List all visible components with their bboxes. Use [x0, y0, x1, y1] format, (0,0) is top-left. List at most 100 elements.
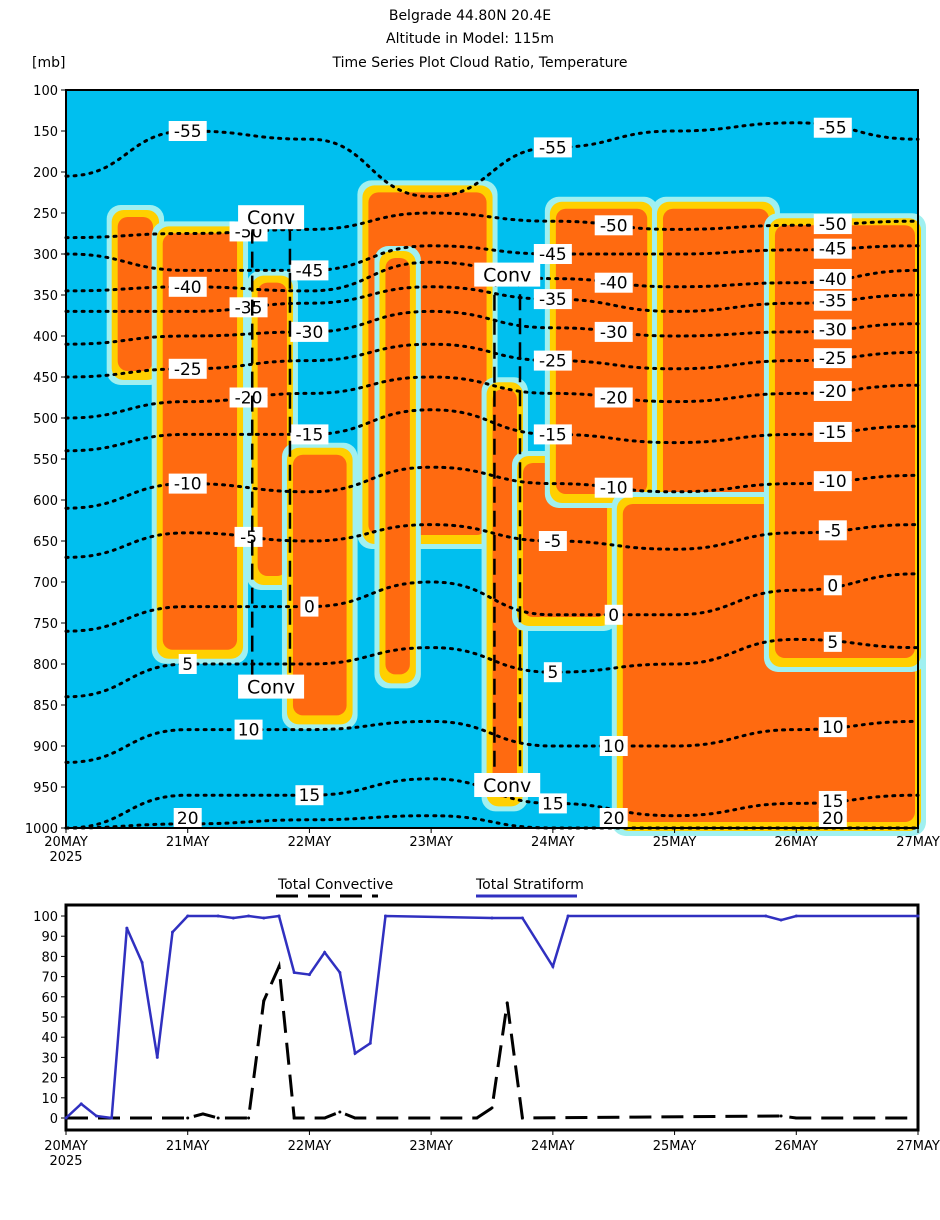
isotherm-label-bg — [168, 121, 207, 141]
cloud-core — [385, 258, 410, 675]
cloud-core — [292, 454, 347, 716]
isotherm-label: 15 — [822, 792, 844, 812]
x-tick-label: 21MAY — [166, 835, 210, 850]
isotherm-label-bg — [813, 238, 852, 259]
y-tick-label: 250 — [33, 207, 58, 222]
isotherm--45 — [64, 244, 920, 272]
y-tick-label: 40 — [41, 1031, 58, 1046]
isotherm-label: 10 — [603, 737, 625, 757]
y-tick-label: 80 — [41, 950, 58, 965]
isotherm-label: -50 — [600, 216, 628, 236]
isotherm-label: 0 — [304, 598, 315, 618]
isotherm-label: -55 — [174, 122, 202, 142]
x-tick-label: 21MAY — [166, 1139, 210, 1154]
data-point — [368, 1041, 372, 1045]
isotherm-label-bg — [813, 380, 852, 401]
y-tick-label: 100 — [33, 910, 58, 925]
isotherm-label-bg — [594, 272, 633, 293]
isotherm-label-bg — [533, 350, 572, 371]
y-tick-label: 100 — [33, 84, 58, 99]
x-tick-label: 20MAY — [44, 835, 88, 850]
y-tick-label: 50 — [41, 1011, 58, 1026]
isotherm-label: -55 — [539, 138, 567, 158]
data-point — [323, 950, 327, 954]
isotherm-label-bg — [543, 662, 562, 683]
data-point — [916, 1116, 920, 1120]
isotherm-label-bg — [290, 260, 329, 281]
isotherm-label-bg — [813, 421, 852, 442]
isotherm-label-bg — [594, 321, 633, 342]
data-point — [353, 1051, 357, 1055]
y-tick-label: 450 — [33, 371, 58, 386]
isotherm-label-bg — [818, 520, 847, 541]
isotherm-label-bg — [538, 793, 567, 814]
isotherm-label-bg — [813, 348, 852, 369]
data-point — [186, 914, 190, 918]
isotherm-label: -45 — [819, 240, 847, 260]
y-tick-label: 60 — [41, 991, 58, 1006]
y-tick-label: 750 — [33, 617, 58, 632]
isotherm-label: -5 — [240, 528, 257, 548]
data-point — [794, 1116, 798, 1120]
isotherm-label: -40 — [174, 278, 202, 298]
data-point — [64, 1116, 68, 1120]
isotherm-label-bg — [604, 604, 623, 625]
isotherm-label: -15 — [296, 425, 324, 445]
isotherm-label-bg — [533, 424, 572, 445]
x-tick-label: 23MAY — [409, 835, 453, 850]
title-line-3: Time Series Plot Cloud Ratio, Temperatur… — [331, 55, 627, 71]
isotherm-label-bg — [533, 244, 572, 264]
isotherm-label-bg — [823, 575, 842, 596]
isotherm-label-bg — [813, 471, 852, 492]
isotherm-label: -15 — [539, 425, 567, 445]
isotherm-label: -25 — [539, 352, 567, 372]
isotherm-label-bg — [290, 321, 329, 342]
isotherm-label-bg — [173, 808, 202, 828]
data-point — [292, 971, 296, 975]
data-point — [505, 1001, 509, 1005]
data-point — [475, 1116, 479, 1120]
isotherm-label-bg — [533, 137, 572, 158]
conv-label: Conv — [483, 775, 531, 797]
isotherm-label: 10 — [822, 718, 844, 738]
y-tick-label: 800 — [33, 658, 58, 673]
isotherm-label-bg — [168, 276, 207, 297]
data-point — [794, 914, 798, 918]
isotherm-label: -40 — [600, 274, 628, 294]
cloud-core — [257, 282, 287, 576]
isotherm-label: -45 — [296, 261, 324, 281]
data-point — [520, 1116, 524, 1120]
data-point — [490, 916, 494, 920]
title-line-2: Altitude in Model: 115m — [386, 31, 554, 47]
isotherm-label-bg — [168, 473, 207, 494]
isotherm-label-bg — [594, 215, 633, 236]
isotherm-label-bg — [290, 424, 329, 445]
isotherm-label-bg — [813, 117, 852, 138]
isotherm-label-bg — [229, 297, 268, 318]
isotherm-label-bg — [168, 358, 207, 379]
series-total-convective — [66, 960, 918, 1120]
data-point — [247, 1116, 251, 1120]
data-point — [916, 914, 920, 918]
isotherm-label: -35 — [539, 290, 567, 310]
isotherm-label: -50 — [819, 215, 847, 235]
isotherm-label: -30 — [296, 323, 324, 343]
y-tick-label: 30 — [41, 1051, 58, 1066]
y-tick-label: 850 — [33, 699, 58, 714]
y-tick-label: 550 — [33, 453, 58, 468]
isotherm-label: -5 — [544, 532, 561, 552]
cloud-core — [117, 217, 154, 371]
isotherm-label: -10 — [174, 475, 202, 495]
y-tick-label: 650 — [33, 535, 58, 550]
isotherm-label-bg — [234, 526, 263, 547]
isotherm--55 — [64, 121, 920, 199]
isotherm-label: -25 — [174, 360, 202, 380]
isotherm-label: -10 — [819, 472, 847, 492]
isotherm-label: -55 — [819, 119, 847, 139]
data-point — [140, 960, 144, 964]
isotherm-label: -25 — [819, 349, 847, 369]
data-point — [79, 1102, 83, 1106]
isotherm-label: 20 — [177, 809, 199, 829]
isotherm-label: 20 — [603, 809, 625, 829]
